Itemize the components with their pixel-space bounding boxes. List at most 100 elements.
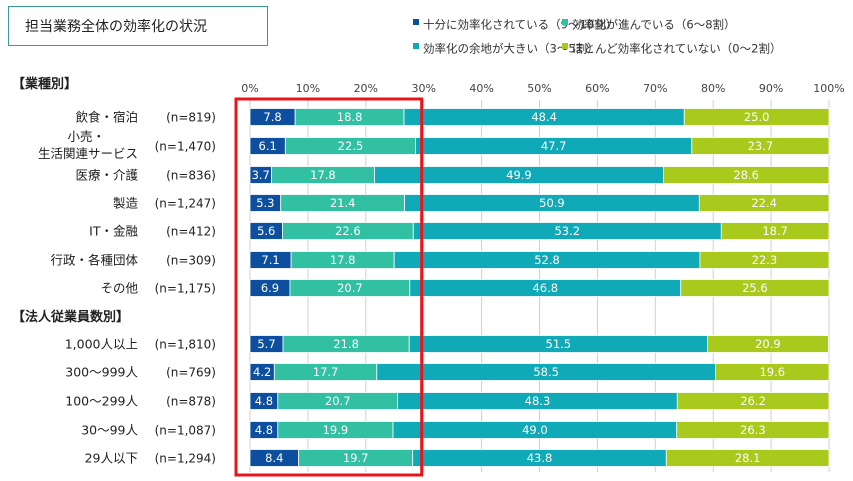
bar-segment bbox=[683, 108, 830, 126]
bar-segment bbox=[663, 166, 830, 184]
n-label: (n=836) bbox=[166, 169, 216, 183]
x-tick-label: 50% bbox=[527, 82, 551, 95]
x-tick-label: 100% bbox=[813, 82, 844, 95]
data-label: 7.8 bbox=[263, 110, 281, 124]
data-label: 3.7 bbox=[252, 168, 270, 182]
x-tick-label: 60% bbox=[585, 82, 609, 95]
data-label: 17.7 bbox=[313, 365, 339, 379]
bar-segment bbox=[707, 335, 829, 353]
n-label: (n=1,087) bbox=[155, 424, 216, 438]
category-label: IT・金融 bbox=[89, 224, 138, 239]
category-label: 飲食・宿泊 bbox=[75, 110, 138, 125]
bar-segment bbox=[676, 392, 830, 410]
data-label: 18.8 bbox=[337, 110, 363, 124]
data-label: 4.8 bbox=[255, 394, 273, 408]
data-label: 5.6 bbox=[257, 224, 275, 238]
category-label: 医療・介護 bbox=[75, 168, 138, 183]
data-label: 6.9 bbox=[261, 281, 279, 295]
n-label: (n=309) bbox=[166, 254, 216, 268]
data-label: 19.6 bbox=[759, 365, 785, 379]
n-label: (n=1,247) bbox=[155, 197, 216, 211]
x-tick-label: 40% bbox=[469, 82, 493, 95]
data-label: 43.8 bbox=[527, 451, 553, 465]
bar-segment bbox=[698, 194, 830, 212]
bar-segment bbox=[720, 222, 830, 240]
data-label: 49.0 bbox=[522, 423, 548, 437]
data-label: 26.3 bbox=[740, 423, 766, 437]
n-label: (n=769) bbox=[166, 366, 216, 380]
legend-label: ほとんど効率化されていない（0～2割） bbox=[572, 42, 781, 56]
data-label: 22.4 bbox=[751, 196, 777, 210]
data-label: 28.1 bbox=[735, 451, 761, 465]
n-label: (n=878) bbox=[166, 395, 216, 409]
data-label: 6.1 bbox=[259, 139, 277, 153]
n-label: (n=412) bbox=[166, 225, 216, 239]
data-label: 5.7 bbox=[257, 337, 275, 351]
data-label: 7.1 bbox=[261, 253, 279, 267]
data-label: 20.9 bbox=[755, 337, 781, 351]
legend-label: 効率化が進んでいる（6～8割） bbox=[572, 18, 736, 32]
data-label: 58.5 bbox=[533, 365, 559, 379]
data-label: 21.4 bbox=[330, 196, 356, 210]
x-tick-label: 80% bbox=[701, 82, 725, 95]
n-label: (n=1,810) bbox=[155, 338, 216, 352]
category-label: 生活関連サービス bbox=[38, 146, 138, 161]
bar-segment bbox=[715, 363, 830, 381]
n-label: (n=1,470) bbox=[155, 140, 216, 154]
category-label: 行政・各種団体 bbox=[50, 253, 138, 268]
data-label: 20.7 bbox=[325, 394, 351, 408]
legend-swatch bbox=[413, 43, 419, 49]
legend-label: 十分に効率化されている（9～10割） bbox=[423, 18, 617, 32]
category-label: 30～99人 bbox=[81, 423, 138, 438]
data-label: 19.9 bbox=[323, 423, 349, 437]
legend-swatch bbox=[562, 19, 568, 25]
x-tick-label: 10% bbox=[296, 82, 320, 95]
data-label: 52.8 bbox=[534, 253, 560, 267]
legend-swatch bbox=[413, 19, 419, 25]
category-label: その他 bbox=[100, 281, 138, 296]
data-label: 25.0 bbox=[744, 110, 770, 124]
data-label: 17.8 bbox=[310, 168, 336, 182]
data-label: 5.3 bbox=[256, 196, 274, 210]
data-label: 51.5 bbox=[546, 337, 572, 351]
data-label: 48.4 bbox=[531, 110, 557, 124]
legend-swatch bbox=[562, 43, 568, 49]
n-label: (n=1,175) bbox=[155, 282, 216, 296]
data-label: 25.6 bbox=[742, 281, 768, 295]
data-label: 22.5 bbox=[338, 139, 364, 153]
data-label: 4.2 bbox=[253, 365, 271, 379]
x-tick-label: 30% bbox=[411, 82, 435, 95]
bar-segment bbox=[676, 421, 830, 439]
category-label: 小売・ bbox=[67, 129, 105, 144]
n-label: (n=819) bbox=[166, 111, 216, 125]
data-label: 22.6 bbox=[335, 224, 361, 238]
data-label: 20.7 bbox=[337, 281, 363, 295]
x-tick-label: 0% bbox=[241, 82, 258, 95]
category-label: 1,000人以上 bbox=[65, 337, 138, 352]
category-label: 29人以下 bbox=[85, 451, 138, 466]
group-header: 【業種別】 bbox=[12, 76, 77, 92]
group-header: 【法人従業員数別】 bbox=[12, 309, 129, 325]
data-label: 46.8 bbox=[532, 281, 558, 295]
n-label: (n=1,294) bbox=[155, 452, 216, 466]
data-label: 48.3 bbox=[525, 394, 551, 408]
data-label: 49.9 bbox=[506, 168, 532, 182]
data-label: 22.3 bbox=[752, 253, 778, 267]
data-label: 47.7 bbox=[541, 139, 567, 153]
bar-segment bbox=[699, 251, 830, 269]
x-tick-label: 70% bbox=[643, 82, 667, 95]
category-label: 100～299人 bbox=[65, 394, 138, 409]
data-label: 26.2 bbox=[740, 394, 766, 408]
data-label: 18.7 bbox=[762, 224, 788, 238]
bar-segment bbox=[691, 137, 830, 155]
data-label: 28.6 bbox=[733, 168, 759, 182]
legend-label: 効率化の余地が大きい（3～5割） bbox=[423, 42, 599, 56]
chart-title: 担当業務全体の効率化の状況 bbox=[8, 6, 268, 46]
data-label: 4.8 bbox=[255, 423, 273, 437]
data-label: 53.2 bbox=[554, 224, 580, 238]
bar-segment bbox=[680, 279, 830, 297]
data-label: 23.7 bbox=[748, 139, 774, 153]
category-label: 製造 bbox=[113, 196, 139, 211]
highlight-box bbox=[234, 97, 424, 477]
